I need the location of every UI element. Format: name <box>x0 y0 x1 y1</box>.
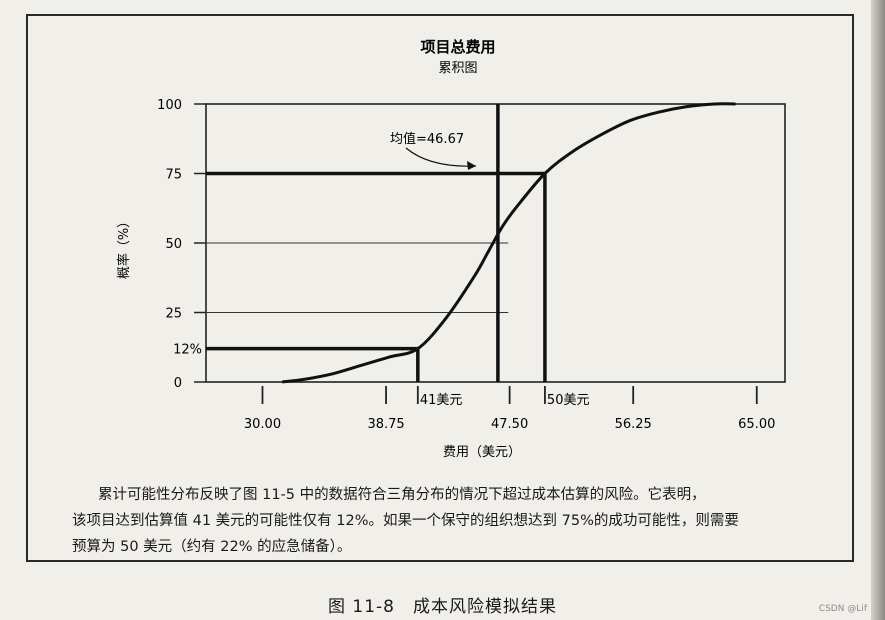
figure-title: 成本风险模拟结果 <box>413 597 557 617</box>
x-axis-label: 费用（美元） <box>443 445 521 460</box>
x-marker-41-label: 41美元 <box>420 393 463 408</box>
figure-number: 图 11-8 <box>328 597 395 617</box>
x-marker-50-label: 50美元 <box>547 393 590 408</box>
y-axis-label: 概率（%） <box>116 215 132 279</box>
y-tick-label: 0 <box>174 376 182 391</box>
y-tick-label: 75 <box>165 168 182 183</box>
description-line: 累计可能性分布反映了图 11-5 中的数据符合三角分布的情况下超过成本估算的风险… <box>98 487 706 503</box>
x-tick-label: 30.00 <box>244 417 281 432</box>
figure-frame <box>26 14 854 562</box>
page-edge-shadow <box>871 0 885 620</box>
y-marker-12pct: 12% <box>173 343 202 358</box>
cumulative-curve <box>282 102 736 384</box>
mean-annotation-arrowhead <box>467 161 476 170</box>
y-tick-label: 100 <box>157 98 182 113</box>
chart-subtitle: 累积图 <box>438 61 477 76</box>
description-line: 该项目达到估算值 41 美元的可能性仅有 12%。如果一个保守的组织想达到 75… <box>72 513 739 529</box>
x-tick-label: 47.50 <box>491 417 528 432</box>
plot-layer: 0 25 50 75 100 12% 30.00 38.75 47.50 56.25 65.00 41… <box>157 98 786 432</box>
mean-annotation: 均值=46.67 <box>390 131 464 147</box>
y-tick-label: 50 <box>165 237 182 252</box>
description-line: 预算为 50 美元（约有 22% 的应急储备）。 <box>72 539 352 555</box>
x-tick-label: 65.00 <box>738 417 775 432</box>
figure-description: 累计可能性分布反映了图 11-5 中的数据符合三角分布的情况下超过成本估算的风险… <box>72 482 842 560</box>
x-tick-label: 56.25 <box>615 417 652 432</box>
watermark: CSDN @Lif <box>818 604 867 614</box>
y-tick-label: 25 <box>165 307 182 322</box>
figure-caption: 图 11-8 成本风险模拟结果 <box>0 592 885 617</box>
x-tick-label: 38.75 <box>367 417 404 432</box>
mean-annotation-arrow <box>405 147 477 167</box>
chart-title: 项目总费用 <box>420 38 495 56</box>
cumulative-cost-chart: 项目总费用 累积图 概率（%） 费用（美元） 0 25 50 75 100 12% 30.0… <box>116 38 786 460</box>
